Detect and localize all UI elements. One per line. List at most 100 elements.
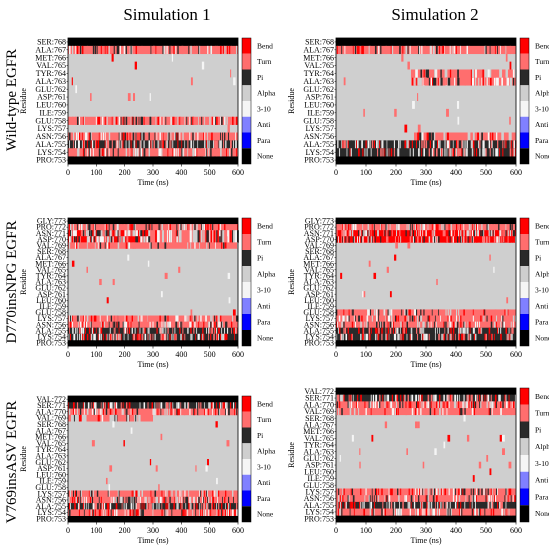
heatmap-speckle	[112, 230, 115, 237]
heatmap-cell	[391, 224, 394, 231]
heatmap-cell	[99, 408, 101, 416]
heatmap-speckle	[511, 327, 514, 334]
heatmap-cell	[100, 496, 102, 504]
heatmap-cell	[457, 236, 459, 243]
heatmap-cell	[118, 490, 120, 498]
heatmap-speckle	[359, 448, 361, 455]
heatmap-cell	[417, 132, 420, 141]
legend-swatch	[242, 234, 251, 250]
heatmap-speckle	[147, 315, 151, 322]
heatmap-cell	[411, 488, 414, 496]
heatmap-cell	[491, 401, 494, 409]
heatmap-cell	[118, 321, 120, 329]
heatmap-speckle	[493, 266, 495, 273]
heatmap-cell	[500, 230, 502, 237]
heatmap-cell	[370, 230, 372, 237]
heatmap-cell	[219, 321, 221, 329]
heatmap-cell	[509, 45, 511, 55]
legend-label: Turn	[535, 409, 549, 418]
x-axis-label: Time (ns)	[137, 536, 168, 545]
heatmap-cell	[440, 77, 443, 86]
heatmap-cell	[358, 315, 360, 322]
heatmap-cell	[488, 327, 491, 335]
heatmap-cell	[183, 224, 185, 231]
heatmap-cell	[513, 230, 515, 237]
heatmap-cell	[386, 333, 388, 341]
heatmap-cell	[414, 488, 416, 496]
heatmap-cell	[156, 321, 158, 329]
x-tick-label: 0	[334, 526, 338, 535]
heatmap-speckle	[105, 477, 108, 485]
heatmap-cell	[94, 503, 97, 510]
heatmap-cell	[353, 327, 356, 335]
heatmap-cell	[215, 116, 217, 125]
heatmap-cell	[115, 509, 118, 516]
heatmap-cell	[430, 401, 432, 409]
heatmap-cell	[113, 116, 115, 125]
heatmap-cell	[113, 408, 115, 416]
heatmap-cell	[398, 495, 400, 503]
heatmap-cell	[83, 509, 85, 516]
heatmap-cell	[157, 116, 159, 125]
heatmap-cell	[76, 224, 78, 231]
heatmap-cell	[396, 495, 398, 503]
heatmap-cell	[507, 333, 509, 341]
heatmap-cell	[376, 140, 377, 149]
heatmap-cell	[369, 309, 371, 316]
heatmap-cell	[350, 148, 353, 157]
heatmap-cell	[353, 508, 355, 516]
heatmap-cell	[198, 45, 200, 55]
heatmap-cell	[210, 140, 212, 149]
heatmap-cell	[360, 488, 362, 496]
heatmap-cell	[175, 408, 177, 416]
heatmap-cell	[109, 402, 112, 409]
heatmap-cell	[483, 394, 485, 402]
heatmap-cell	[91, 402, 94, 409]
heatmap-cell	[349, 508, 351, 516]
residue-label: PRO:753	[36, 156, 66, 165]
heatmap-cell	[346, 224, 349, 231]
heatmap-cell	[100, 148, 102, 157]
heatmap-speckle	[193, 503, 196, 510]
heatmap-cell	[479, 401, 481, 409]
heatmap-cell	[400, 236, 402, 243]
residue-label: VAL:765	[304, 265, 334, 274]
heatmap-speckle	[481, 236, 485, 243]
heatmap-cell	[174, 496, 176, 504]
heatmap-cell	[423, 69, 425, 78]
heatmap-cell	[78, 224, 80, 231]
heatmap-cell	[512, 401, 515, 409]
heatmap-cell	[497, 315, 499, 322]
heatmap-cell	[390, 508, 392, 516]
legend-label: Bend	[257, 222, 273, 231]
heatmap-cell	[95, 327, 97, 335]
heatmap-cell	[514, 148, 516, 157]
heatmap-cell	[352, 394, 354, 402]
heatmap-cell	[439, 394, 441, 402]
heatmap-cell	[401, 508, 403, 516]
heatmap-cell	[81, 503, 84, 510]
heatmap-speckle	[466, 434, 470, 442]
heatmap-cell	[479, 148, 481, 157]
heatmap-cell	[75, 242, 77, 249]
heatmap-cell	[71, 140, 74, 149]
legend-swatch	[520, 282, 529, 298]
heatmap-cell	[99, 315, 101, 322]
heatmap-cell	[459, 327, 461, 335]
heatmap-speckle	[137, 503, 140, 510]
heatmap-cell	[361, 230, 363, 237]
heatmap-cell	[449, 309, 452, 316]
heatmap-cell	[359, 408, 361, 416]
heatmap-cell	[112, 496, 115, 504]
heatmap-cell	[357, 236, 358, 243]
heatmap-cell	[104, 140, 106, 149]
heatmap-cell	[194, 315, 196, 322]
residue-label: GLU:762	[303, 454, 334, 463]
heatmap-cell	[132, 242, 134, 249]
residue-label: ALA:755	[303, 501, 334, 510]
heatmap-cell	[347, 501, 349, 509]
heatmap-cell	[482, 508, 484, 516]
heatmap-cell	[401, 309, 403, 316]
heatmap-cell	[170, 140, 172, 149]
heatmap-cell	[177, 408, 179, 416]
